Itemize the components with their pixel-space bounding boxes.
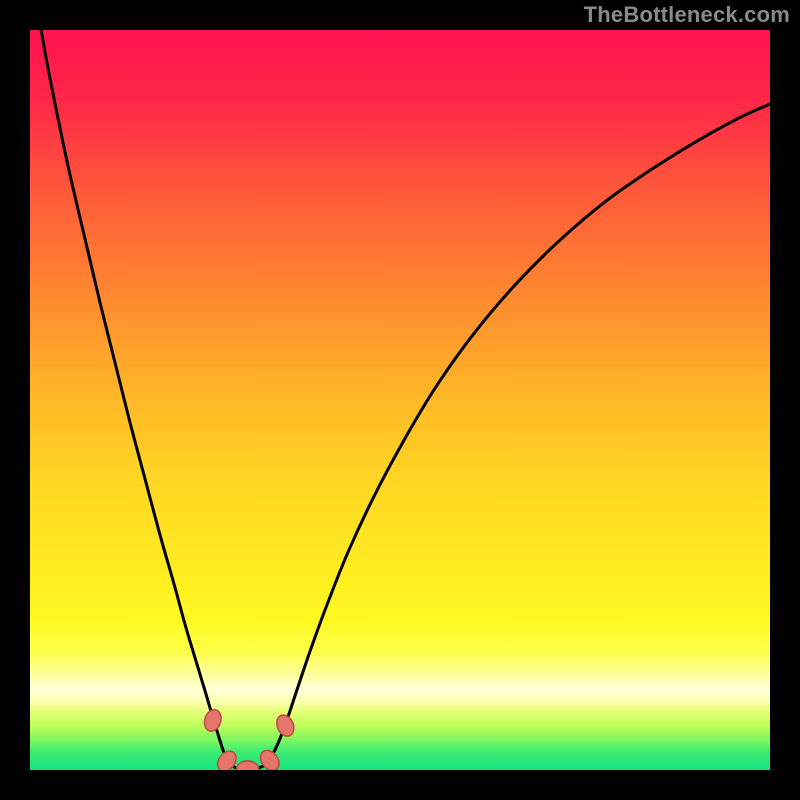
gradient-background xyxy=(30,30,770,770)
bottleneck-chart xyxy=(30,30,770,770)
watermark-text: TheBottleneck.com xyxy=(584,2,790,28)
canvas: TheBottleneck.com xyxy=(0,0,800,800)
